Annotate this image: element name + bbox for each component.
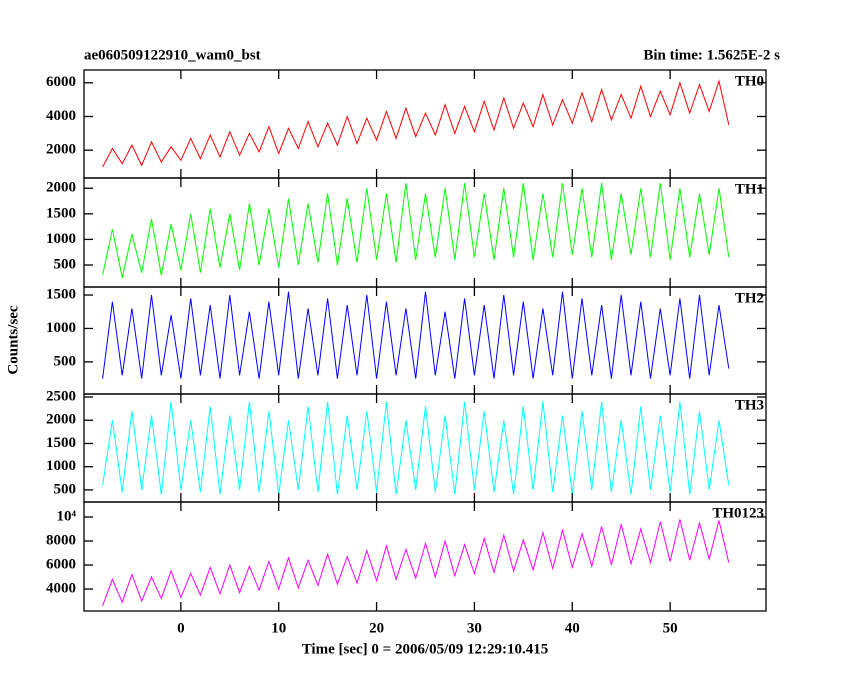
panel-label: TH3 [735,397,764,413]
y-tick-label: 1000 [46,320,76,336]
data-line [102,79,730,168]
y-tick-label: 2000 [46,180,76,196]
x-tick-label: 10 [271,620,286,636]
panel-label: TH2 [735,290,764,306]
data-line [102,291,730,379]
y-tick-label: 1500 [46,435,76,451]
y-tick-label: 1500 [46,286,76,302]
panel-frame [83,501,767,612]
panel-label: TH0 [735,73,764,89]
panel-label: TH1 [735,181,764,197]
x-tick-label: 30 [467,620,482,636]
y-tick-label: 1500 [46,205,76,221]
y-tick-label: 2000 [46,142,76,158]
subtitle: Bin time: 1.5625E-2 s [643,47,780,63]
y-tick-label: 6000 [46,556,76,572]
panel-label: TH0123 [712,505,764,521]
data-line [102,401,730,495]
y-tick-label: 500 [54,353,77,369]
y-tick-label: 500 [54,256,77,272]
x-tick-label: 40 [565,620,580,636]
y-tick-label: 1000 [46,231,76,247]
y-tick-label: 4000 [46,108,76,124]
y-tick-label: 2000 [46,412,76,428]
x-axis-label: Time [sec] 0 = 2006/05/09 12:29:10.415 [302,641,549,657]
y-tick-label: 6000 [46,74,76,90]
y-tick-label: 1000 [46,458,76,474]
data-line [102,519,730,606]
y-tick-label: 4000 [46,580,76,596]
y-tick-label: 2500 [46,388,76,404]
y-axis-label: Counts/sec [5,305,21,375]
data-line [102,183,730,278]
x-tick-label: 50 [663,620,678,636]
chart-title: ae060509122910_wam0_bst [84,47,261,63]
y-tick-label: 8000 [46,532,76,548]
y-tick-label: 500 [54,481,77,497]
x-tick-label: 20 [369,620,384,636]
y-tick-label: 10⁴ [57,508,77,524]
x-tick-label: 0 [177,620,185,636]
